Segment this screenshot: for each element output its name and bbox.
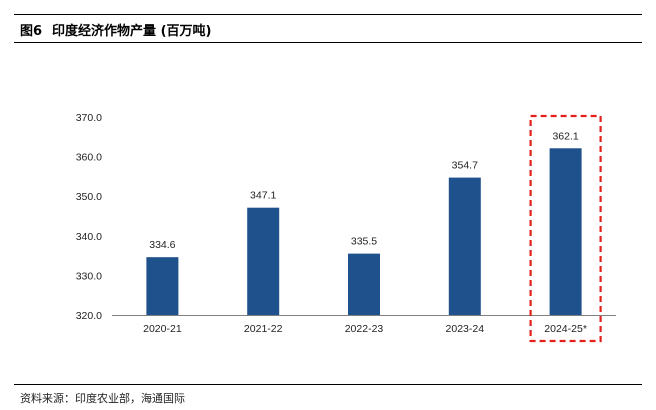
x-tick-label: 2020-21 <box>143 323 182 335</box>
figure-title-text: 印度经济作物产量 (百万吨) <box>52 24 212 39</box>
bar-2023-24 <box>448 177 481 315</box>
bar-2022-23 <box>348 253 380 315</box>
bar-2024-25* <box>549 148 582 315</box>
top-rule <box>14 14 642 15</box>
figure-title: 图6 印度经济作物产量 (百万吨) <box>20 20 221 39</box>
figure-number: 图6 <box>20 24 43 39</box>
source-note: 资料来源：印度农业部，海通国际 <box>20 392 185 405</box>
bar-2021-22 <box>247 207 280 315</box>
bars <box>146 148 582 315</box>
data-label: 354.7 <box>452 160 478 172</box>
bottom-rule <box>14 384 642 385</box>
y-axis-ticks: 320.0 330.0 340.0 350.0 360.0 370.0 <box>76 112 102 322</box>
x-axis-ticks: 2020-21 2021-22 2022-23 2023-24 2024-25* <box>143 323 587 335</box>
data-label: 347.1 <box>250 190 276 202</box>
y-tick-label: 370.0 <box>76 112 102 124</box>
data-label: 334.6 <box>149 239 175 251</box>
x-tick-label: 2023-24 <box>446 323 485 335</box>
x-tick-label: 2024-25* <box>544 323 587 335</box>
title-rule <box>14 42 642 43</box>
y-tick-label: 350.0 <box>76 191 102 203</box>
y-tick-label: 360.0 <box>76 152 102 164</box>
x-tick-label: 2021-22 <box>244 323 283 335</box>
x-tick-label: 2022-23 <box>345 323 384 335</box>
data-label: 362.1 <box>552 130 578 142</box>
y-tick-label: 330.0 <box>76 270 102 282</box>
highlight-box <box>529 114 602 343</box>
data-label: 335.5 <box>351 236 377 248</box>
y-tick-label: 320.0 <box>76 310 102 322</box>
data-labels: 334.6 347.1 335.5 354.7 362.1 <box>149 130 579 251</box>
y-tick-label: 340.0 <box>76 231 102 243</box>
bar-2020-21 <box>146 257 179 315</box>
